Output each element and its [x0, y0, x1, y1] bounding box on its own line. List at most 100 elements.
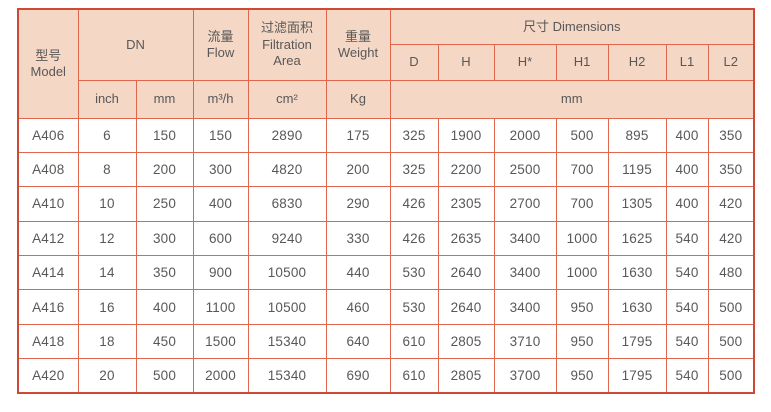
value-cell: 150: [192, 117, 249, 153]
value-cell: 15340: [247, 358, 327, 394]
value-cell: 3700: [493, 358, 557, 394]
value-cell: 6: [77, 117, 137, 153]
header-flow-en: Flow: [206, 44, 235, 60]
model-cell: A418: [17, 323, 79, 360]
header-weight: 重量 Weight: [325, 8, 391, 81]
value-cell: 690: [325, 358, 391, 394]
value-cell: 480: [707, 254, 755, 291]
header-flow-zh: 流量: [207, 28, 234, 44]
header-unit-inch: inch: [77, 79, 137, 119]
value-cell: 950: [555, 323, 609, 360]
value-cell: 500: [707, 358, 755, 394]
value-cell: 540: [665, 220, 709, 257]
value-cell: 460: [325, 289, 391, 325]
value-cell: 350: [135, 254, 194, 291]
value-cell: 1625: [607, 220, 667, 257]
value-cell: 600: [192, 220, 249, 257]
value-cell: 640: [325, 323, 391, 360]
value-cell: 9240: [247, 220, 327, 257]
value-cell: 950: [555, 289, 609, 325]
header-dim-col-h: H: [437, 43, 495, 81]
table-row: A414 14 350 900 10500 440 530 2640 3400 1000 1630 5…: [17, 254, 755, 291]
header-weight-en: Weight: [337, 44, 379, 60]
value-cell: 175: [325, 117, 391, 153]
value-cell: 325: [389, 117, 439, 153]
table-row: A412 12 300 600 9240 330 426 2635 3400 1000 1625 54…: [17, 220, 755, 257]
value-cell: 1630: [607, 289, 667, 325]
value-cell: 895: [607, 117, 667, 153]
value-cell: 10: [77, 186, 137, 222]
model-cell: A416: [17, 289, 79, 325]
value-cell: 200: [135, 151, 194, 188]
value-cell: 540: [665, 254, 709, 291]
value-cell: 440: [325, 254, 391, 291]
header-weight-zh: 重量: [344, 28, 371, 44]
header-filtration-zh: 过滤面积: [260, 20, 313, 36]
value-cell: 426: [389, 186, 439, 222]
value-cell: 10500: [247, 254, 327, 291]
header-model-zh: 型号: [35, 47, 62, 63]
value-cell: 20: [77, 358, 137, 394]
header-dim-col-l1: L1: [665, 43, 709, 81]
value-cell: 2000: [493, 117, 557, 153]
value-cell: 426: [389, 220, 439, 257]
value-cell: 950: [555, 358, 609, 394]
value-cell: 400: [192, 186, 249, 222]
header-model-en: Model: [30, 63, 66, 79]
header-filtration-area: 过滤面积 Filtration Area: [247, 8, 327, 81]
value-cell: 450: [135, 323, 194, 360]
value-cell: 530: [389, 289, 439, 325]
header-row-2: D H H* H1 H2 L1 L2: [18, 43, 755, 81]
value-cell: 530: [389, 254, 439, 291]
value-cell: 2805: [437, 358, 495, 394]
value-cell: 500: [707, 323, 755, 360]
value-cell: 540: [665, 323, 709, 360]
value-cell: 14: [77, 254, 137, 291]
value-cell: 1100: [192, 289, 249, 325]
header-dim-col-d: D: [389, 43, 439, 81]
header-dim-col-l2: L2: [707, 43, 755, 81]
value-cell: 400: [665, 186, 709, 222]
value-cell: 1795: [607, 358, 667, 394]
value-cell: 3400: [493, 220, 557, 257]
table-body: A406 6 150 150 2890 175 325 1900 2000 500 895 400 35…: [17, 117, 755, 394]
header-dn: DN: [77, 8, 194, 81]
value-cell: 610: [389, 358, 439, 394]
value-cell: 12: [77, 220, 137, 257]
value-cell: 350: [707, 117, 755, 153]
value-cell: 2640: [437, 289, 495, 325]
header-unit-mm: mm: [135, 79, 194, 119]
value-cell: 1000: [555, 220, 609, 257]
table-row: A416 16 400 1100 10500 460 530 2640 3400 950 1630 5…: [17, 289, 755, 325]
header-row-3: inch mm m³/h cm² Kg mm: [18, 79, 755, 119]
value-cell: 540: [665, 358, 709, 394]
value-cell: 700: [555, 186, 609, 222]
value-cell: 900: [192, 254, 249, 291]
header-dim-col-h1: H1: [555, 43, 609, 81]
model-cell: A420: [17, 358, 79, 394]
value-cell: 1795: [607, 323, 667, 360]
value-cell: 8: [77, 151, 137, 188]
value-cell: 300: [135, 220, 194, 257]
value-cell: 1305: [607, 186, 667, 222]
header-dim-col-hstar: H*: [493, 43, 557, 81]
value-cell: 290: [325, 186, 391, 222]
table-row: A406 6 150 150 2890 175 325 1900 2000 500 895 400 35…: [17, 117, 755, 153]
header-dimensions: 尺寸 Dimensions: [389, 8, 755, 45]
value-cell: 2500: [493, 151, 557, 188]
value-cell: 500: [707, 289, 755, 325]
value-cell: 420: [707, 220, 755, 257]
value-cell: 4820: [247, 151, 327, 188]
value-cell: 330: [325, 220, 391, 257]
value-cell: 15340: [247, 323, 327, 360]
value-cell: 2635: [437, 220, 495, 257]
value-cell: 3400: [493, 289, 557, 325]
value-cell: 1900: [437, 117, 495, 153]
header-filtration-en: Filtration Area: [262, 36, 312, 68]
value-cell: 500: [555, 117, 609, 153]
header-flow: 流量 Flow: [192, 8, 249, 81]
value-cell: 420: [707, 186, 755, 222]
value-cell: 2700: [493, 186, 557, 222]
header-dim-col-h2: H2: [607, 43, 667, 81]
value-cell: 3400: [493, 254, 557, 291]
